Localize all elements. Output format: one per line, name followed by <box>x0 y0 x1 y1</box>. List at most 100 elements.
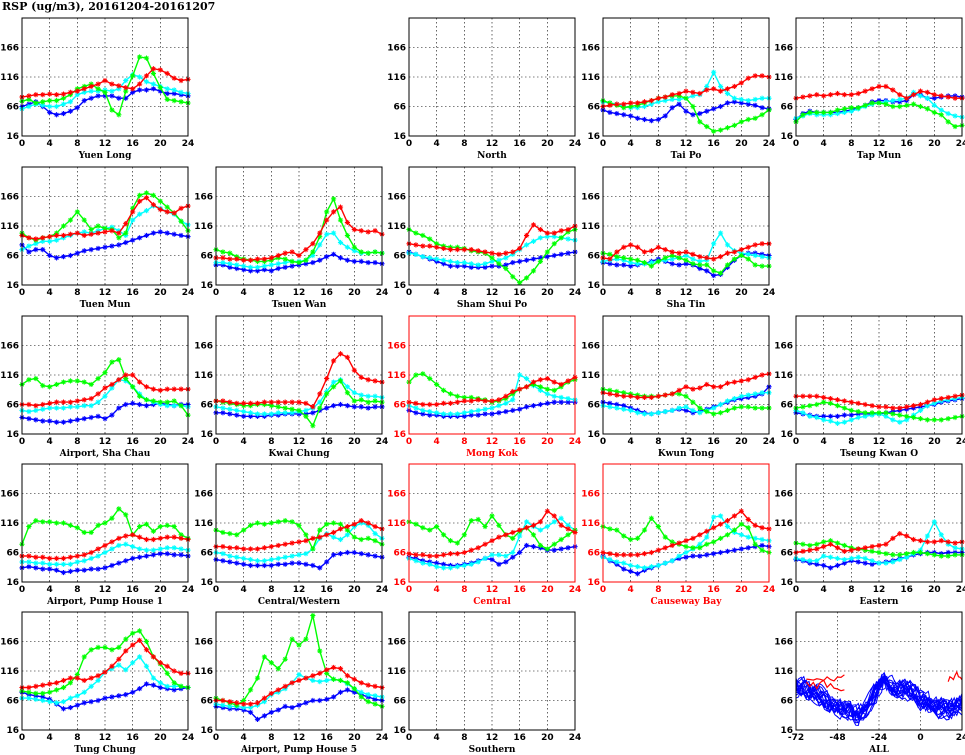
data-point-green <box>724 532 731 538</box>
x-tick-label: 16 <box>707 437 720 447</box>
data-point-green <box>876 100 882 106</box>
data-point-cyan <box>523 375 530 382</box>
data-point-green <box>530 532 537 538</box>
data-point-cyan <box>655 99 661 105</box>
data-point-green <box>171 398 177 404</box>
data-point-green <box>724 125 731 131</box>
data-point-green <box>634 257 641 263</box>
data-point-green <box>628 256 634 262</box>
data-point-blue <box>510 259 516 266</box>
data-point-cyan <box>434 410 440 416</box>
data-point-green <box>917 416 924 422</box>
data-point-green <box>834 107 841 113</box>
data-point-cyan <box>275 410 281 416</box>
data-point-green <box>344 680 351 686</box>
data-point-green <box>26 689 32 695</box>
data-point-cyan <box>116 542 122 549</box>
data-point-green <box>704 541 710 547</box>
data-point-green <box>178 403 184 409</box>
data-point-cyan <box>358 689 364 695</box>
data-point-green <box>123 375 129 382</box>
data-point-red <box>669 391 675 397</box>
data-point-blue <box>47 252 53 259</box>
data-point-cyan <box>752 535 758 541</box>
data-point-cyan <box>634 564 641 570</box>
data-point-blue <box>544 400 550 406</box>
data-point-green <box>109 647 115 653</box>
data-point-red <box>669 249 675 255</box>
panel-title: Airport, Pump House 1 <box>46 597 163 607</box>
data-point-blue <box>116 95 122 101</box>
data-point-green <box>683 393 689 399</box>
data-point-blue <box>461 413 467 419</box>
data-point-blue <box>440 261 447 267</box>
data-point-green <box>178 99 184 105</box>
data-point-cyan <box>676 96 682 103</box>
data-point-blue <box>704 552 710 558</box>
x-tick-label: 16 <box>707 585 720 595</box>
data-point-red <box>551 230 557 236</box>
data-point-green <box>621 390 627 396</box>
x-tick-label: 24 <box>376 733 389 743</box>
data-point-blue <box>40 694 46 700</box>
data-point-red <box>351 367 357 373</box>
data-point-red <box>53 92 60 98</box>
data-point-red <box>496 251 502 257</box>
data-point-green <box>738 119 744 125</box>
data-point-green <box>26 96 32 103</box>
data-point-blue <box>74 417 80 423</box>
data-point-cyan <box>247 264 254 270</box>
data-point-cyan <box>116 662 122 668</box>
y-tick-label: 166 <box>387 638 406 648</box>
panel-frame <box>795 611 963 731</box>
data-point-green <box>282 656 288 662</box>
data-point-blue <box>814 561 820 567</box>
data-point-cyan <box>938 107 944 113</box>
data-point-blue <box>171 231 177 237</box>
data-point-blue <box>40 566 46 572</box>
data-point-cyan <box>337 239 344 246</box>
data-point-cyan <box>164 86 170 92</box>
data-point-blue <box>752 102 758 108</box>
data-point-green <box>752 262 758 268</box>
data-point-green <box>337 217 344 223</box>
data-point-blue <box>413 410 419 416</box>
data-point-cyan <box>330 379 337 385</box>
data-point-green <box>745 404 751 410</box>
data-point-red <box>841 398 848 404</box>
data-point-red <box>351 226 357 233</box>
data-point-red <box>26 235 32 241</box>
data-point-cyan <box>268 411 274 417</box>
data-point-green <box>310 612 316 619</box>
data-point-cyan <box>827 554 834 560</box>
data-point-blue <box>102 93 108 99</box>
y-tick-label: 116 <box>774 667 793 677</box>
data-point-green <box>544 386 550 392</box>
data-point-red <box>869 86 875 92</box>
data-point-red <box>136 81 143 87</box>
data-point-green <box>60 95 67 101</box>
data-point-cyan <box>241 704 247 711</box>
data-point-blue <box>551 252 557 259</box>
data-point-cyan <box>475 262 481 268</box>
data-point-blue <box>704 268 710 274</box>
data-point-green <box>358 536 364 543</box>
data-point-red <box>614 552 620 558</box>
data-point-red <box>523 232 530 239</box>
y-tick-label: 166 <box>581 44 600 54</box>
data-point-blue <box>109 412 115 418</box>
data-point-green <box>324 391 330 397</box>
x-tick-label: 20 <box>541 139 554 149</box>
data-point-green <box>33 100 39 106</box>
data-point-blue <box>372 259 378 266</box>
data-point-blue <box>517 258 523 264</box>
data-point-red <box>834 397 841 403</box>
data-point-cyan <box>317 242 323 248</box>
data-point-blue <box>738 546 744 552</box>
data-point-red <box>337 351 344 357</box>
y-tick-label: 166 <box>194 638 213 648</box>
x-tick-label: 24 <box>956 437 965 447</box>
data-point-blue <box>116 693 122 699</box>
data-point-red <box>303 538 309 544</box>
